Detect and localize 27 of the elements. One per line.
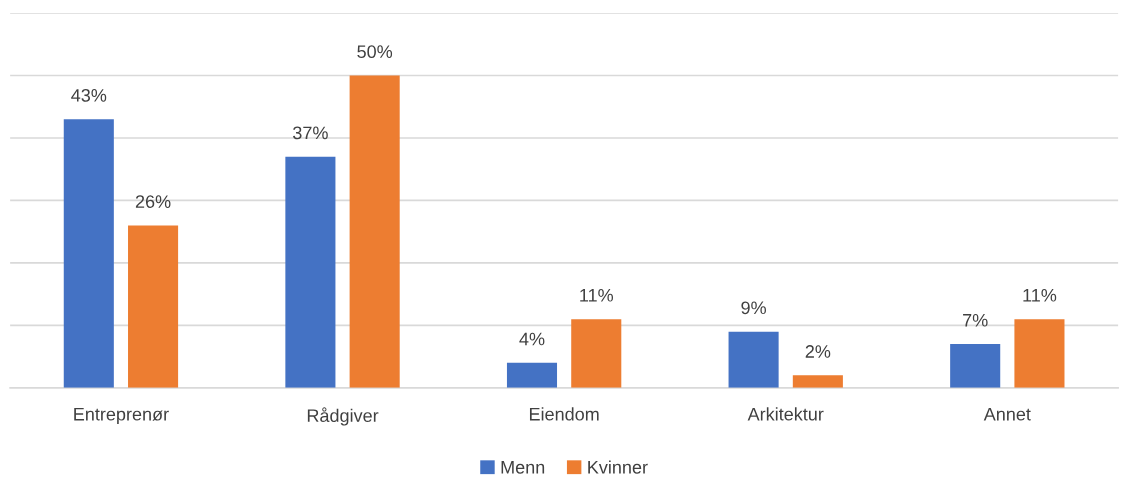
bar xyxy=(128,225,179,388)
x-tick-label: Annet xyxy=(983,407,1031,421)
data-label: 7% xyxy=(963,313,988,327)
legend-label: Menn xyxy=(501,461,545,474)
bar xyxy=(728,331,779,388)
data-label: 9% xyxy=(741,301,766,315)
bar xyxy=(950,344,1001,388)
x-tick-label: Rådgiver xyxy=(307,407,379,426)
legend-label: Kvinner xyxy=(588,460,648,474)
data-label: 43% xyxy=(71,88,107,102)
bar xyxy=(506,362,558,388)
bar xyxy=(63,119,114,388)
bar xyxy=(349,75,400,388)
bar xyxy=(1014,319,1065,388)
data-label: 37% xyxy=(293,126,328,140)
data-label: 26% xyxy=(135,195,171,208)
x-tick-label: Entreprenør xyxy=(74,407,169,425)
bar xyxy=(792,375,843,388)
x-tick-label: Arkitektur xyxy=(747,407,824,421)
bar xyxy=(571,319,622,388)
data-label: 2% xyxy=(805,345,831,358)
data-label: 11% xyxy=(580,288,614,302)
x-tick-label: Eiendom xyxy=(529,407,599,421)
data-label: 11% xyxy=(1023,288,1057,302)
bar xyxy=(285,156,336,388)
data-label: 50% xyxy=(357,45,393,59)
data-label: 4% xyxy=(519,332,545,346)
